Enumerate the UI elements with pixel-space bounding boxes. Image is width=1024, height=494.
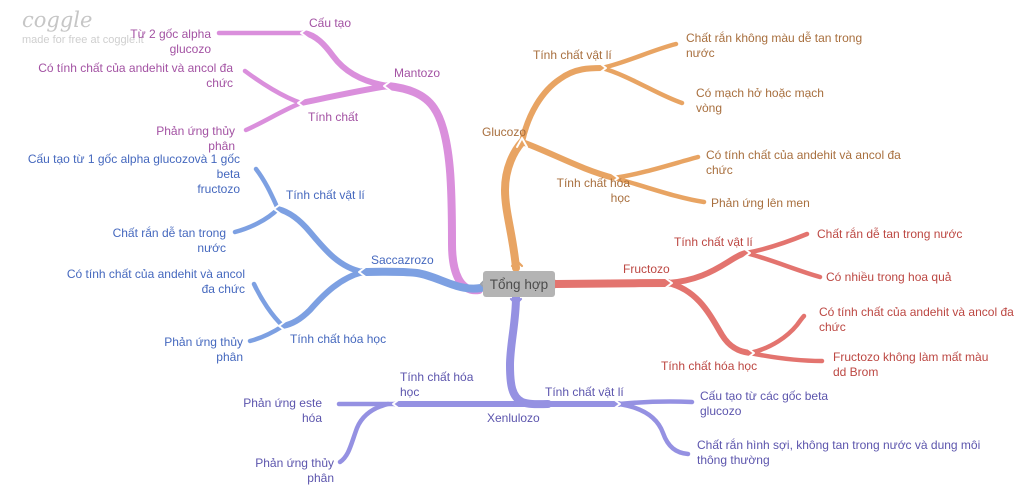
saccazrozo-branch-label[interactable]: Saccazrozo xyxy=(371,253,434,267)
glucozo-physical-leaf2-path[interactable] xyxy=(599,65,685,106)
fructozo-chemical-leaf2-label[interactable]: Fructozo không làm mất màu dd Brom xyxy=(833,350,989,379)
xenlulozo-chemical-leaf2-path[interactable] xyxy=(337,401,391,465)
mantozo-branch[interactable] xyxy=(216,30,483,295)
chevron-icon xyxy=(663,276,673,290)
glucozo-physical-leaf1-label[interactable]: Chất rắn không màu dễ tan trong nước xyxy=(686,31,863,60)
xenlulozo-physical-node-label[interactable]: Tính chất vật lí xyxy=(545,385,624,399)
saccazrozo-physical-branch-path[interactable] xyxy=(275,206,366,275)
saccazrozo-chemical-leaf1-label[interactable]: Có tính chất của andehit và ancol đa chứ… xyxy=(66,267,245,296)
chevron-icon xyxy=(358,265,368,279)
mantozo-cau-tao-branch-path[interactable] xyxy=(301,30,391,89)
xenlulozo-physical-leaf1-path[interactable] xyxy=(616,399,695,407)
watermark-tagline: made for free at coggle.it xyxy=(22,34,144,46)
fructozo-branch-label[interactable]: Fructozo xyxy=(623,262,670,276)
coggle-logo[interactable]: coggle xyxy=(22,8,93,32)
root-node[interactable]: Tổng hợp xyxy=(483,271,555,297)
saccazrozo-chemical-leaf2-label[interactable]: Phản ứng thủy phân xyxy=(164,335,243,364)
fructozo-physical-leaf1-path[interactable] xyxy=(743,231,810,256)
saccazrozo-branch[interactable] xyxy=(232,166,485,344)
chevron-icon xyxy=(516,137,528,148)
saccazrozo-chemical-node-label[interactable]: Tính chất hóa học xyxy=(290,332,387,346)
fructozo-chemical-leaf2-path[interactable] xyxy=(747,350,825,364)
xenlulozo-trunk-path[interactable] xyxy=(506,293,552,409)
fructozo-physical-leaf2-label[interactable]: Có nhiều trong hoa quả xyxy=(826,270,952,284)
chevron-icon xyxy=(273,202,283,216)
glucozo-chemical-leaf2-path[interactable] xyxy=(611,175,707,205)
fructozo-physical-node-label[interactable]: Tính chất vật lí xyxy=(674,235,753,249)
mantozo-trunk-path[interactable] xyxy=(384,82,483,295)
saccazrozo-physical-leaf2-path[interactable] xyxy=(232,206,281,235)
glucozo-chemical-node-label[interactable]: Tính chất hóa học xyxy=(556,176,630,205)
fructozo-chemical-node-label[interactable]: Tính chất hóa học xyxy=(661,359,758,373)
fructozo-chemical-leaf1-label[interactable]: Có tính chất của andehit và ancol đa chứ… xyxy=(819,305,1014,334)
chevron-icon xyxy=(383,79,393,93)
chevron-icon xyxy=(297,96,307,110)
saccazrozo-physical-node-label[interactable]: Tính chất vật lí xyxy=(286,188,365,202)
xenlulozo-chemical-node-label[interactable]: Tính chất hóa học xyxy=(400,370,474,399)
chevron-icon xyxy=(741,246,751,260)
chevron-icon xyxy=(611,397,621,411)
mantozo-tinh-chat-leaf2-path[interactable] xyxy=(243,100,304,133)
glucozo-chemical-leaf2-label[interactable]: Phản ứng lên men xyxy=(711,196,810,210)
watermark: coggle made for free at coggle.it xyxy=(22,8,144,46)
xenlulozo-branch-label[interactable]: Xenlulozo xyxy=(487,411,540,425)
chevron-icon xyxy=(609,171,619,185)
chevron-icon xyxy=(300,26,310,40)
xenlulozo-physical-leaf1-label[interactable]: Cấu tạo từ các gốc beta glucozo xyxy=(700,389,829,418)
saccazrozo-physical-leaf1-path[interactable] xyxy=(253,166,281,212)
saccazrozo-physical-leaf2-label[interactable]: Chất rắn dễ tan trong nước xyxy=(112,226,226,255)
mantozo-tinh-chat-leaf1-path[interactable] xyxy=(242,68,304,106)
fructozo-physical-leaf2-path[interactable] xyxy=(743,250,823,280)
xenlulozo-chemical-leaf1-label[interactable]: Phản ứng este hóa xyxy=(243,396,322,425)
glucozo-physical-leaf1-path[interactable] xyxy=(599,41,679,71)
mantozo-property-node-label[interactable]: Tính chất xyxy=(308,110,359,124)
saccazrozo-trunk-path[interactable] xyxy=(359,267,485,293)
chevron-icon xyxy=(745,346,755,360)
glucozo-branch[interactable] xyxy=(501,41,707,272)
glucozo-physical-node-label[interactable]: Tính chất vật lí xyxy=(533,48,612,62)
glucozo-physical-leaf2-label[interactable]: Có mạch hở hoặc mạch vòng xyxy=(696,86,824,115)
glucozo-chemical-branch-path[interactable] xyxy=(519,139,617,181)
mantozo-property-leaf2-label[interactable]: Phản ứng thủy phân xyxy=(156,124,235,153)
mantozo-structure-leaf-label[interactable]: Từ 2 gốc alpha glucozo xyxy=(130,27,211,56)
glucozo-chemical-leaf1-path[interactable] xyxy=(611,154,701,181)
glucozo-branch-label[interactable]: Glucozo xyxy=(482,125,527,139)
xenlulozo-physical-leaf2-path[interactable] xyxy=(616,401,691,457)
fructozo-physical-branch-path[interactable] xyxy=(665,250,749,286)
xenlulozo-chemical-leaf2-label[interactable]: Phản ứng thủy phân xyxy=(255,456,334,485)
saccazrozo-chemical-branch-path[interactable] xyxy=(280,269,366,329)
saccazrozo-chemical-leaf2-path[interactable] xyxy=(247,323,286,344)
xenlulozo-physical-leaf2-label[interactable]: Chất rắn hình sợi, không tan trong nước … xyxy=(697,438,981,467)
saccazrozo-chemical-leaf1-path[interactable] xyxy=(251,281,286,329)
glucozo-chemical-leaf1-label[interactable]: Có tính chất của andehit và ancol đa chứ… xyxy=(706,148,901,177)
mantozo-tinh-chat-branch-path[interactable] xyxy=(298,83,391,106)
mantozo-structure-node-label[interactable]: Cấu tạo xyxy=(309,16,352,30)
root-handle-down-icon[interactable] xyxy=(509,297,523,306)
fructozo-chemical-leaf1-path[interactable] xyxy=(747,313,807,356)
glucozo-trunk-path[interactable] xyxy=(501,138,526,272)
xenlulozo-branch[interactable] xyxy=(336,293,695,465)
chevron-icon xyxy=(278,319,288,333)
mantozo-property-leaf1-label[interactable]: Có tính chất của andehit và ancol đa chứ… xyxy=(38,61,233,90)
chevron-icon xyxy=(392,397,402,411)
root-handle-up-icon[interactable] xyxy=(510,259,524,268)
fructozo-trunk-path[interactable] xyxy=(552,279,672,288)
chevron-icon xyxy=(597,61,607,75)
saccazrozo-physical-leaf1-label[interactable]: Cấu tạo từ 1 gốc alpha glucozovà 1 gốc b… xyxy=(27,152,240,196)
fructozo-physical-leaf1-label[interactable]: Chất rắn dễ tan trong nước xyxy=(817,227,963,241)
mantozo-branch-label[interactable]: Mantozo xyxy=(394,66,441,80)
fructozo-chemical-branch-path[interactable] xyxy=(665,280,753,356)
glucozo-physical-branch-path[interactable] xyxy=(519,65,605,145)
junction-chevron-icons xyxy=(273,26,755,411)
fructozo-branch[interactable] xyxy=(552,231,825,364)
